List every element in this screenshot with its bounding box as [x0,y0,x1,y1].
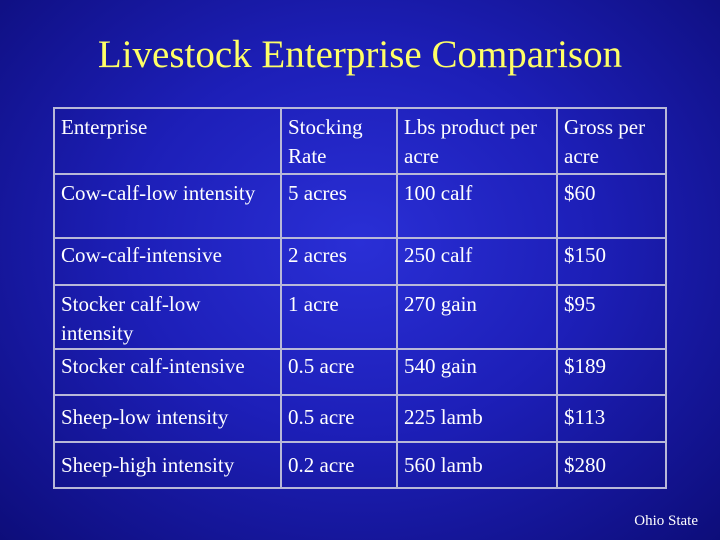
table-vertical-line [556,107,558,489]
table-horizontal-line [53,107,667,109]
table-row-label: Stocker calf-low intensity [61,292,201,345]
table-row-label: Cow-calf-low intensity [61,181,256,205]
table-row-label: Sheep-high intensity [61,453,235,477]
table-row-label: Sheep-low intensity [61,405,229,429]
table-row-label: Stocker calf-intensive [61,354,245,378]
table-header-cell: Lbs product per acre [404,115,537,168]
table-cell: 0.2 acre [288,453,355,477]
table-vertical-line [280,107,282,489]
table-cell: $95 [564,292,596,316]
table-cell: 0.5 acre [288,354,355,378]
table-header-cell: Gross per acre [564,115,646,168]
footer-credit: Ohio State [634,513,698,529]
table-cell: 225 lamb [404,405,483,429]
table-cell: 540 gain [404,354,477,378]
table-cell: $189 [564,354,606,378]
table-horizontal-line [53,487,667,489]
table-cell: 100 calf [404,181,473,205]
table-cell: 2 acres [288,243,347,267]
comparison-table: Enterprise Stocking Rate Lbs product per a… [53,107,667,489]
table-vertical-line [665,107,667,489]
table-cell: 1 acre [288,292,339,316]
table-horizontal-line [53,173,667,175]
table-cell: $113 [564,405,606,429]
table-vertical-line [396,107,398,489]
table-vertical-line [53,107,55,489]
slide-title: Livestock Enterprise Comparison [97,33,623,76]
table-horizontal-line [53,348,667,350]
table-row-label: Cow-calf-intensive [61,243,222,267]
table-cell: $60 [564,181,596,205]
table-header-cell: Stocking Rate [288,115,363,168]
table-cell: 0.5 acre [288,405,355,429]
table-cell: $150 [564,243,606,267]
table-cell: 270 gain [404,292,477,316]
table-horizontal-line [53,284,667,286]
table-cell: $280 [564,453,606,477]
table-horizontal-line [53,441,667,443]
table-horizontal-line [53,394,667,396]
table-cell: 250 calf [404,243,473,267]
table-horizontal-line [53,237,667,239]
table-header-cell: Enterprise [61,115,148,139]
table-cell: 560 lamb [404,453,483,477]
table-cell: 5 acres [288,181,347,205]
